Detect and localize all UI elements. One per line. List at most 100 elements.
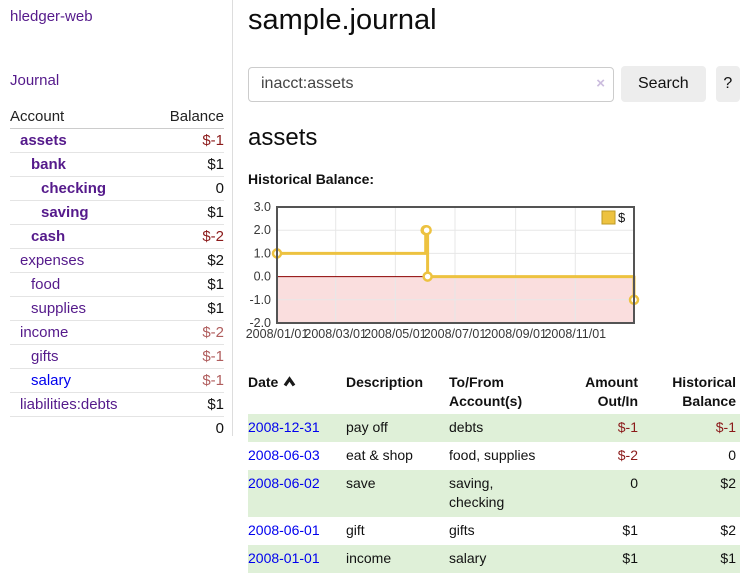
account-row: salary $-1: [10, 368, 224, 393]
accounts-header-balance: Balance: [152, 105, 224, 129]
accounts-total-value: 0: [152, 416, 224, 440]
account-link[interactable]: gifts: [31, 348, 59, 365]
account-balance: $1: [152, 296, 224, 321]
account-row: supplies $1: [10, 296, 224, 321]
transaction-amount: $1: [622, 550, 638, 566]
transaction-date-link[interactable]: 2008-06-03: [248, 447, 320, 463]
search-button[interactable]: Search: [621, 66, 706, 102]
account-balance: $-1: [152, 344, 224, 369]
register-header-row: Date Description To/From Account(s) Amou…: [248, 371, 740, 414]
register-row: 2008-01-01 income salary $1 $1: [248, 545, 740, 573]
register-row: 2008-12-31 pay off debts $-1 $-1: [248, 414, 740, 442]
svg-text:2008/05/01: 2008/05/01: [364, 327, 427, 341]
transaction-balance: $-1: [715, 419, 736, 435]
account-balance: $1: [152, 200, 224, 225]
transaction-balance: $2: [720, 475, 736, 491]
account-link[interactable]: cash: [31, 228, 66, 245]
account-link[interactable]: liabilities:debts: [20, 396, 118, 413]
account-balance: $1: [152, 392, 224, 417]
account-row: bank $1: [10, 152, 224, 177]
account-row: assets $-1: [10, 128, 224, 153]
search-input[interactable]: [248, 66, 614, 102]
transaction-accounts: salary: [449, 550, 487, 566]
sort-asc-icon: [283, 373, 296, 392]
accounts-table: Account Balance assets $-1 bank $1 check…: [10, 105, 224, 440]
transaction-accounts: food, supplies: [449, 447, 536, 463]
transaction-description: pay off: [346, 419, 388, 435]
register-header-date[interactable]: Date: [248, 371, 346, 414]
svg-text:3.0: 3.0: [254, 200, 271, 214]
transaction-amount: 0: [630, 475, 638, 491]
transaction-balance: $1: [720, 550, 736, 566]
account-row: saving $1: [10, 200, 224, 225]
register-row: 2008-06-02 save saving, checking 0 $2: [248, 470, 740, 517]
account-balance: $-1: [152, 368, 224, 393]
svg-text:2008/03/01: 2008/03/01: [304, 327, 367, 341]
account-link[interactable]: assets: [20, 132, 67, 149]
transaction-date-link[interactable]: 2008-06-01: [248, 522, 320, 538]
transaction-amount: $-1: [617, 419, 638, 435]
accounts-table-header: Account Balance: [10, 105, 224, 129]
svg-text:0.0: 0.0: [254, 270, 271, 284]
transaction-date-link[interactable]: 2008-06-02: [248, 475, 320, 491]
svg-text:$: $: [618, 210, 626, 225]
register-table: Date Description To/From Account(s) Amou…: [248, 371, 740, 573]
account-link[interactable]: checking: [41, 180, 107, 197]
account-balance: $1: [152, 152, 224, 177]
account-link[interactable]: income: [20, 324, 69, 341]
transaction-description: eat & shop: [346, 447, 413, 463]
transaction-date-link[interactable]: 2008-01-01: [248, 550, 320, 566]
clear-search-icon[interactable]: ×: [596, 74, 605, 92]
svg-text:2008/01/01: 2008/01/01: [246, 327, 309, 341]
account-row: income $-2: [10, 320, 224, 345]
account-link[interactable]: bank: [31, 156, 67, 173]
account-link[interactable]: food: [31, 276, 61, 293]
app-brand-link[interactable]: hledger-web: [10, 8, 93, 25]
account-row: liabilities:debts $1: [10, 392, 224, 417]
svg-text:2008/09/01: 2008/09/01: [484, 327, 547, 341]
sidebar-item-journal[interactable]: Journal: [10, 72, 60, 89]
register-header-amount: Amount Out/In: [585, 374, 638, 409]
svg-text:2008/11/01: 2008/11/01: [544, 327, 606, 341]
register-header-accounts: To/From Account(s): [449, 374, 523, 409]
chart-title: Historical Balance:: [248, 171, 375, 187]
account-balance: $2: [152, 248, 224, 273]
account-balance: $-1: [152, 128, 224, 153]
transaction-description: income: [346, 550, 392, 566]
svg-text:-1.0: -1.0: [249, 293, 271, 307]
historical-balance-chart: 3.0 2.0 1.0 0.0 -1.0 -2.0 2008/01/01 2008/03/01…: [240, 198, 740, 349]
account-balance: 0: [152, 176, 224, 201]
account-row: checking 0: [10, 176, 224, 201]
svg-text:-2.0: -2.0: [249, 316, 271, 330]
account-link[interactable]: salary: [31, 372, 72, 389]
transaction-accounts: saving, checking: [449, 475, 505, 510]
register-header-balance: Historical Balance: [672, 374, 736, 409]
chart-canvas: 3.0 2.0 1.0 0.0 -1.0 -2.02008/01/012008/03/01…: [246, 200, 640, 341]
svg-text:2.0: 2.0: [254, 223, 271, 237]
transaction-balance: 0: [728, 447, 736, 463]
account-row: food $1: [10, 272, 224, 297]
transaction-amount: $1: [622, 522, 638, 538]
search-form: × Search ?: [248, 66, 740, 102]
account-row: expenses $2: [10, 248, 224, 273]
transaction-accounts: gifts: [449, 522, 475, 538]
page-title: sample.journal: [248, 4, 437, 36]
account-balance: $1: [152, 272, 224, 297]
transaction-balance: $2: [720, 522, 736, 538]
register-header-description: Description: [346, 374, 424, 390]
register-row: 2008-06-03 eat & shop food, supplies $-2…: [248, 442, 740, 470]
help-button[interactable]: ?: [715, 66, 740, 102]
account-link[interactable]: saving: [41, 204, 89, 221]
account-heading: assets: [248, 124, 318, 151]
svg-text:1.0: 1.0: [254, 246, 271, 260]
transaction-description: gift: [346, 522, 365, 538]
transaction-description: save: [346, 475, 376, 491]
transaction-accounts: debts: [449, 419, 484, 435]
account-row: gifts $-1: [10, 344, 224, 369]
register-row: 2008-06-01 gift gifts $1 $2: [248, 517, 740, 545]
transaction-amount: $-2: [617, 447, 638, 463]
account-link[interactable]: supplies: [31, 300, 87, 317]
transaction-date-link[interactable]: 2008-12-31: [248, 419, 320, 435]
account-link[interactable]: expenses: [20, 252, 85, 269]
svg-text:2008/07/01: 2008/07/01: [424, 327, 487, 341]
